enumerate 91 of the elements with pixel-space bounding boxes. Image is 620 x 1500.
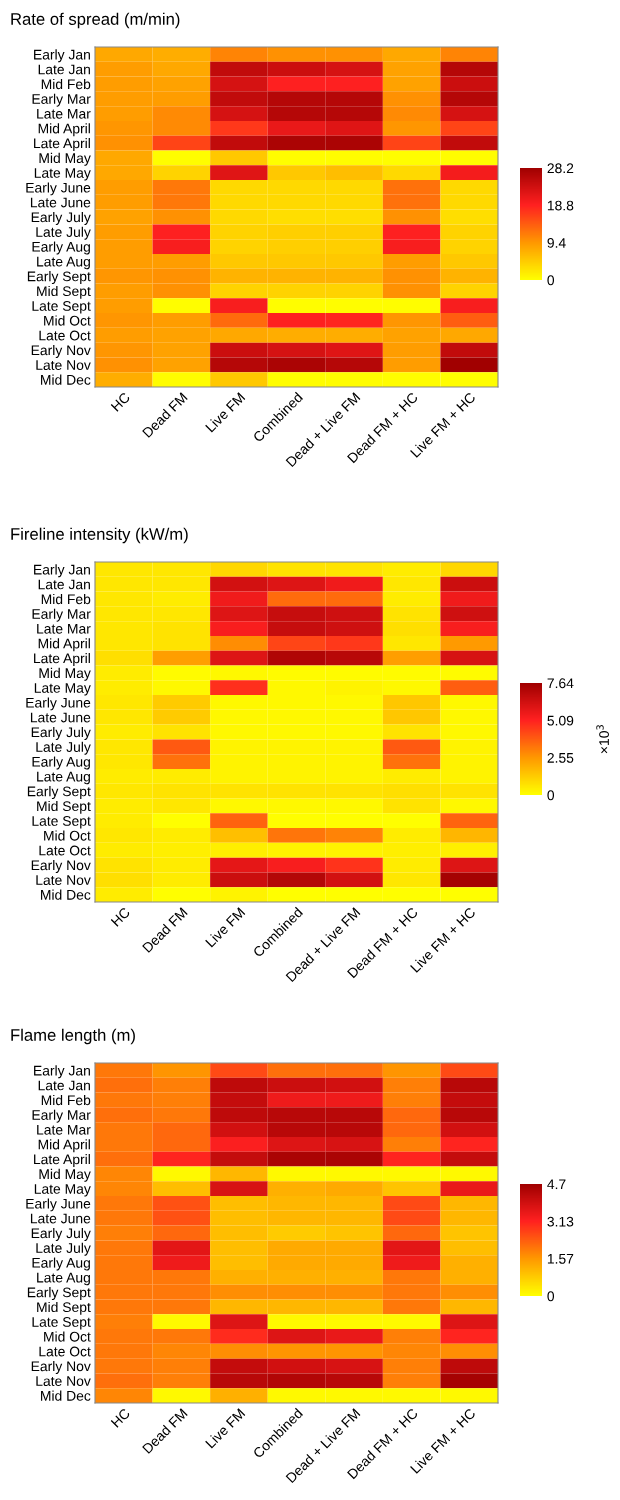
y-tick-label: Late Aug <box>37 1272 90 1286</box>
y-tick-label: Mid April <box>38 638 90 652</box>
y-tick-label: Late Nov <box>36 1376 91 1386</box>
y-tick-label: Late Jan <box>38 64 90 75</box>
y-tick-label: Mid Oct <box>44 1331 91 1342</box>
y-tick-label: Late May <box>34 1184 91 1197</box>
y-tick-label: Early Sept <box>27 271 91 285</box>
y-tick-label: Mid Sept <box>37 285 91 299</box>
color-bar-title: ×10$^{3}$ <box>596 725 609 754</box>
y-tick-label: Mid Dec <box>41 374 91 385</box>
y-tick-label: Early Aug <box>32 241 90 255</box>
y-tick-label: Late Oct <box>39 330 91 341</box>
y-tick-label: Early June <box>26 1198 91 1212</box>
y-tick-label: Early Mar <box>32 608 91 622</box>
y-tick-label: Late Nov <box>36 875 91 885</box>
y-tick-label: Late Oct <box>39 845 91 856</box>
y-tick-label: Late June <box>30 1213 91 1224</box>
color-bar-label: 1.57 <box>547 1254 574 1264</box>
y-tick-label: Late April <box>34 653 90 666</box>
y-tick-label: Early Jan <box>34 1065 90 1079</box>
color-bar-label: 28.2 <box>547 163 574 174</box>
color-bar-label: 0 <box>547 1291 555 1302</box>
color-bar-label: 18.8 <box>547 200 574 211</box>
y-tick-label: Late June <box>30 712 91 723</box>
y-tick-label: Late Mar <box>37 1125 91 1135</box>
y-tick-label: Mid May <box>39 152 91 166</box>
color-bar-label: 4.7 <box>547 1179 566 1190</box>
y-tick-label: Early Nov <box>31 1361 91 1374</box>
y-tick-label: Early Jan <box>34 49 90 63</box>
y-tick-label: Late July <box>36 226 91 240</box>
y-tick-label: Early June <box>26 697 91 711</box>
y-tick-label: Late Sept <box>32 816 91 829</box>
y-tick-label: Mid Oct <box>44 315 91 326</box>
color-bar-label: 0 <box>547 790 555 801</box>
color-bar-label: 0 <box>547 275 555 286</box>
y-tick-label: Early Nov <box>31 345 91 358</box>
y-tick-label: Mid Sept <box>37 1301 91 1315</box>
y-tick-label: Early Nov <box>31 860 91 873</box>
y-tick-label: Late July <box>36 1242 91 1256</box>
y-tick-label: Late July <box>36 741 91 755</box>
y-tick-label: Mid Sept <box>37 800 91 814</box>
y-tick-label: Late April <box>34 138 90 151</box>
x-tick-label: Live FM <box>204 391 246 433</box>
y-tick-label: Late April <box>34 1154 90 1167</box>
y-tick-label: Early Sept <box>27 1287 91 1301</box>
y-tick-label: Mid Oct <box>44 830 91 841</box>
y-tick-label: Early Sept <box>27 786 91 800</box>
y-tick-label: Late June <box>30 197 91 208</box>
y-tick-label: Early Jan <box>34 564 90 578</box>
x-tick-label: HC <box>110 906 131 927</box>
color-bar-label: 7.64 <box>547 678 574 689</box>
y-tick-label: Late Aug <box>37 771 90 785</box>
y-tick-label: Late Jan <box>38 1080 90 1091</box>
y-tick-label: Mid Feb <box>41 593 91 605</box>
color-bar-label: 5.09 <box>547 715 574 726</box>
y-tick-label: Mid Dec <box>41 889 91 900</box>
x-tick-label: Live FM <box>204 1407 246 1449</box>
y-tick-label: Mid May <box>39 1168 91 1182</box>
x-tick-label: HC <box>110 1407 131 1428</box>
y-tick-label: Mid Feb <box>41 1094 91 1106</box>
color-bar-label: 9.4 <box>547 238 566 248</box>
chart-title: Rate of spread (m/min) <box>11 12 180 29</box>
y-tick-label: Early Aug <box>32 1257 90 1271</box>
x-tick-label: HC <box>110 391 131 412</box>
y-tick-label: Late May <box>34 168 91 181</box>
color-bar-label: 3.13 <box>547 1216 574 1227</box>
y-tick-label: Early July <box>31 1227 91 1241</box>
y-tick-label: Late Mar <box>37 624 91 634</box>
y-tick-label: Late Aug <box>37 256 90 270</box>
y-tick-label: Mid May <box>39 667 91 681</box>
color-bar-label: 2.55 <box>547 752 574 763</box>
y-tick-label: Early Aug <box>32 756 90 770</box>
y-tick-label: Late Nov <box>36 360 91 370</box>
chart-title: Flame length (m) <box>11 1028 135 1045</box>
y-tick-label: Late Sept <box>32 301 91 314</box>
y-tick-label: Mid Dec <box>41 1390 91 1401</box>
y-tick-label: Early Mar <box>32 1109 91 1123</box>
y-tick-label: Late Jan <box>38 579 90 590</box>
y-tick-label: Mid April <box>38 1139 90 1153</box>
y-tick-label: Early July <box>31 726 91 740</box>
chart-title: Fireline intensity (kW/m) <box>11 527 188 544</box>
x-tick-label: Live FM <box>204 906 246 948</box>
y-tick-label: Late May <box>34 683 91 696</box>
y-tick-label: Mid Feb <box>41 78 91 90</box>
y-tick-label: Early Mar <box>32 93 91 107</box>
y-tick-label: Late Oct <box>39 1346 91 1357</box>
y-tick-label: Late Sept <box>32 1317 91 1330</box>
y-tick-label: Early June <box>26 182 91 196</box>
y-tick-label: Late Mar <box>37 109 91 119</box>
y-tick-label: Mid April <box>38 123 90 137</box>
y-tick-label: Early July <box>31 211 91 225</box>
